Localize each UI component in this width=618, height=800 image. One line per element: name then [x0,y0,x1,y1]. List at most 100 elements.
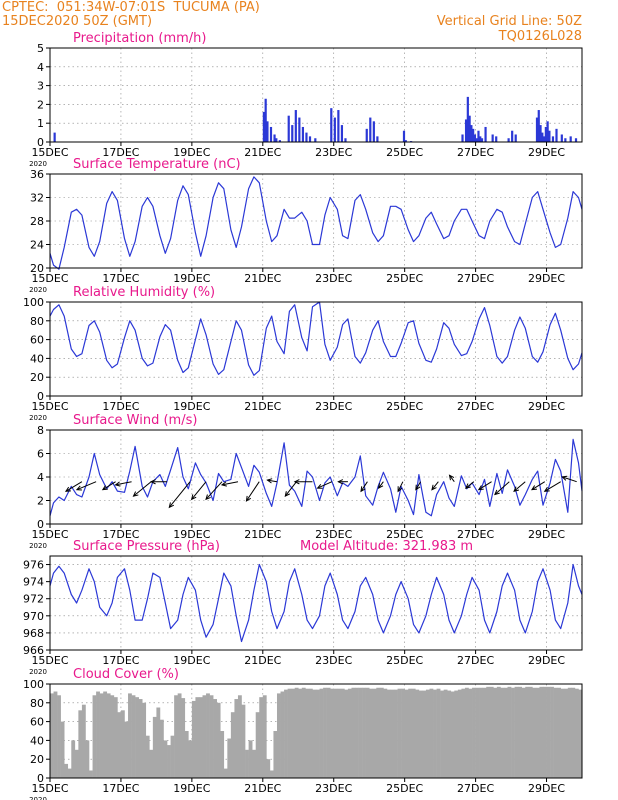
wind-arrow-head [75,485,82,491]
bar [198,697,203,778]
bar [330,108,333,142]
bar [60,721,65,778]
bar [376,687,381,778]
bar [443,689,448,778]
wind-arrow-head [530,485,537,491]
wind-arrow-shaft [284,481,297,497]
bar [167,745,171,778]
bar [135,697,139,778]
bar [525,686,530,778]
x-tick-label: 15DEC [31,272,68,285]
bar [397,688,402,778]
bar [470,125,473,142]
wind-arrow [245,481,260,502]
x-tick-label: 25DEC [386,146,423,159]
wind-arrow-head [205,494,211,501]
header-line1-left: CPTEC: 051:34W-07:01S TUCUMA (PA) [2,0,260,15]
bar [532,687,537,778]
bar [496,686,501,778]
wind-arrow-head [293,479,300,485]
bar [486,686,491,778]
bar [266,121,269,142]
y-tick-label: 1 [37,117,44,130]
bar [337,110,340,142]
wind-arrow-head [64,486,71,492]
bar [482,687,487,778]
bar [518,686,523,778]
wind-arrow-head [397,486,403,493]
bar [333,688,338,778]
bar [131,695,136,778]
wind-arrow [168,481,191,509]
bar [269,126,273,142]
x-tick-label: 25DEC [386,782,423,795]
bar [560,134,563,142]
series-line [49,301,583,376]
x-tick-label: 27DEC [457,528,494,541]
bar [386,689,391,778]
bar [269,770,274,778]
wind-arrow [513,481,526,493]
bar [369,117,372,142]
bar [369,688,374,778]
wind-arrow-shaft [494,481,510,495]
bar [464,119,468,142]
wind-arrow [316,481,333,489]
x-tick-label: 21DEC [244,400,281,413]
bar [220,731,225,778]
bar [287,688,292,778]
wind-arrow-shaft [65,481,83,492]
wind-arrow-shaft [449,474,455,483]
bar [571,687,576,778]
bar [53,691,58,778]
bar [128,693,132,778]
bar [418,690,423,778]
x-tick-label: 27DEC [457,272,494,285]
bar [567,687,572,778]
wind-arrow-head [337,479,344,485]
y-tick-label: 968 [23,627,44,640]
bar [252,749,257,778]
bar [578,689,583,778]
y-tick-label: 976 [23,559,44,572]
bar [276,693,281,778]
x-tick-label: 17DEC [102,654,139,667]
y-tick-label: 6 [37,448,44,461]
bar [305,688,310,778]
wind-arrow [448,474,455,483]
bar [337,688,342,778]
y-tick-label: 24 [30,239,44,252]
panel-precip: 0 1 2 3 4 5 15DEC 17DEC 19DEC 21DEC 23DEC 25DEC 27DE… [29,31,583,168]
x-tick-label: 19DEC [173,146,210,159]
bar [92,695,97,778]
x-tick-label: 15DEC [31,782,68,795]
x-tick-label: 25DEC [386,654,423,667]
wind-arrow [530,481,546,491]
wind-arrow [149,479,168,485]
bar [484,126,487,142]
x-tick-label: 27DEC [457,782,494,795]
x-tick-label: 21DEC [244,654,281,667]
bar [479,136,482,142]
x-tick-label: 29DEC [528,272,565,285]
bar [511,687,515,778]
bar [230,712,235,778]
year-label: 2020 [29,286,47,294]
bar [340,688,345,778]
wind-arrow [561,475,577,483]
wind-arrow [266,478,278,484]
bar [372,121,375,142]
wind-arrow [397,481,404,493]
panel-title: Relative Humidity (%) [73,285,215,300]
wind-arrow [415,481,422,491]
panel-cloud: 0 20 40 60 80 100 15DEC 17DEC 19DEC 21DEC 23DEC 25D… [23,667,583,800]
x-tick-label: 21DEC [244,146,281,159]
bar [425,689,430,778]
y-tick-label: 3 [37,80,44,93]
wind-arrow [377,481,384,490]
bar [53,132,56,142]
wind-arrow-head [513,486,520,493]
wind-arrow-shaft [317,481,333,489]
wind-arrow-head [448,474,455,481]
bar [209,695,214,778]
